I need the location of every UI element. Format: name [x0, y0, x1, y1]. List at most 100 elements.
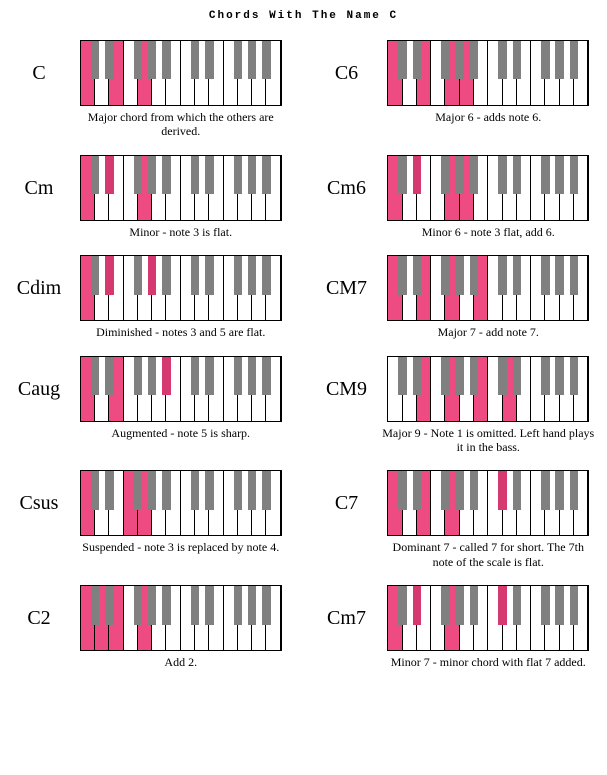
chord-name-label: C6	[316, 40, 378, 85]
piano-keyboard	[80, 470, 282, 536]
black-key	[470, 586, 479, 624]
black-key	[191, 586, 200, 624]
black-key	[91, 41, 100, 79]
chord-cell: C2Add 2.	[8, 585, 292, 679]
black-key	[162, 471, 171, 509]
keyboard-wrap: Major 6 - adds note 6.	[378, 40, 600, 134]
chord-name-label: Cm6	[316, 155, 378, 200]
black-key	[262, 357, 271, 395]
chord-name-label: C	[8, 40, 70, 85]
black-key	[413, 471, 422, 509]
black-key	[262, 586, 271, 624]
black-key	[162, 156, 171, 194]
piano-keyboard	[80, 585, 282, 651]
chord-name-label: Cm	[8, 155, 70, 200]
chord-caption: Diminished - notes 3 and 5 are flat.	[70, 321, 292, 349]
black-key	[455, 256, 464, 294]
black-key	[234, 586, 243, 624]
black-key	[234, 357, 243, 395]
chord-caption: Major 6 - adds note 6.	[378, 106, 600, 134]
chord-name-label: CM9	[316, 356, 378, 401]
piano-keyboard	[387, 155, 589, 221]
black-key	[570, 586, 579, 624]
black-key	[398, 586, 407, 624]
black-key	[570, 41, 579, 79]
chord-name-label: Csus	[8, 470, 70, 515]
black-key	[205, 471, 214, 509]
chord-caption: Suspended - note 3 is replaced by note 4…	[70, 536, 292, 564]
chord-name-label: Cm7	[316, 585, 378, 630]
piano-keyboard	[80, 255, 282, 321]
piano-keyboard	[387, 356, 589, 422]
keyboard-wrap: Add 2.	[70, 585, 292, 679]
black-key	[191, 471, 200, 509]
black-key	[248, 41, 257, 79]
black-key	[555, 586, 564, 624]
black-key	[398, 357, 407, 395]
chord-caption: Augmented - note 5 is sharp.	[70, 422, 292, 450]
chord-name-label: C7	[316, 470, 378, 515]
keyboard-wrap: Augmented - note 5 is sharp.	[70, 356, 292, 450]
keyboard-wrap: Minor 6 - note 3 flat, add 6.	[378, 155, 600, 249]
black-key	[191, 256, 200, 294]
black-key	[191, 156, 200, 194]
chord-cell: CsusSuspended - note 3 is replaced by no…	[8, 470, 292, 579]
black-key	[513, 156, 522, 194]
black-key	[441, 156, 450, 194]
black-key	[470, 156, 479, 194]
black-key	[248, 586, 257, 624]
piano-keyboard	[387, 585, 589, 651]
chord-cell: CdimDiminished - notes 3 and 5 are flat.	[8, 255, 292, 349]
black-key	[234, 41, 243, 79]
black-key	[413, 41, 422, 79]
piano-keyboard	[80, 40, 282, 106]
black-key	[148, 41, 157, 79]
black-key	[191, 357, 200, 395]
chord-caption: Major 7 - add note 7.	[378, 321, 600, 349]
keyboard-wrap: Major chord from which the others are de…	[70, 40, 292, 149]
chord-name-label: CM7	[316, 255, 378, 300]
black-key	[105, 256, 114, 294]
black-key	[541, 586, 550, 624]
black-key	[105, 357, 114, 395]
black-key	[413, 256, 422, 294]
black-key	[248, 357, 257, 395]
black-key	[555, 156, 564, 194]
black-key	[91, 586, 100, 624]
piano-keyboard	[80, 356, 282, 422]
black-key	[105, 586, 114, 624]
black-key	[134, 357, 143, 395]
black-key	[134, 256, 143, 294]
chord-caption: Minor 6 - note 3 flat, add 6.	[378, 221, 600, 249]
keyboard-wrap: Major 9 - Note 1 is omitted. Left hand p…	[378, 356, 600, 465]
black-key	[541, 471, 550, 509]
black-key	[413, 357, 422, 395]
piano-keyboard	[80, 155, 282, 221]
black-key	[570, 256, 579, 294]
chord-cell: Cm6Minor 6 - note 3 flat, add 6.	[316, 155, 600, 249]
black-key	[134, 41, 143, 79]
black-key	[498, 41, 507, 79]
chord-cell: CM7Major 7 - add note 7.	[316, 255, 600, 349]
chord-cell: CmMinor - note 3 is flat.	[8, 155, 292, 249]
black-key	[570, 156, 579, 194]
keyboard-wrap: Major 7 - add note 7.	[378, 255, 600, 349]
chord-caption: Add 2.	[70, 651, 292, 679]
black-key	[148, 256, 157, 294]
black-key	[441, 256, 450, 294]
keyboard-wrap: Suspended - note 3 is replaced by note 4…	[70, 470, 292, 564]
chord-caption: Minor 7 - minor chord with flat 7 added.	[378, 651, 600, 679]
black-key	[205, 357, 214, 395]
black-key	[498, 471, 507, 509]
black-key	[148, 156, 157, 194]
black-key	[134, 156, 143, 194]
black-key	[455, 41, 464, 79]
keyboard-wrap: Diminished - notes 3 and 5 are flat.	[70, 255, 292, 349]
black-key	[570, 357, 579, 395]
black-key	[205, 156, 214, 194]
black-key	[162, 586, 171, 624]
black-key	[134, 471, 143, 509]
black-key	[398, 471, 407, 509]
black-key	[441, 586, 450, 624]
black-key	[498, 586, 507, 624]
